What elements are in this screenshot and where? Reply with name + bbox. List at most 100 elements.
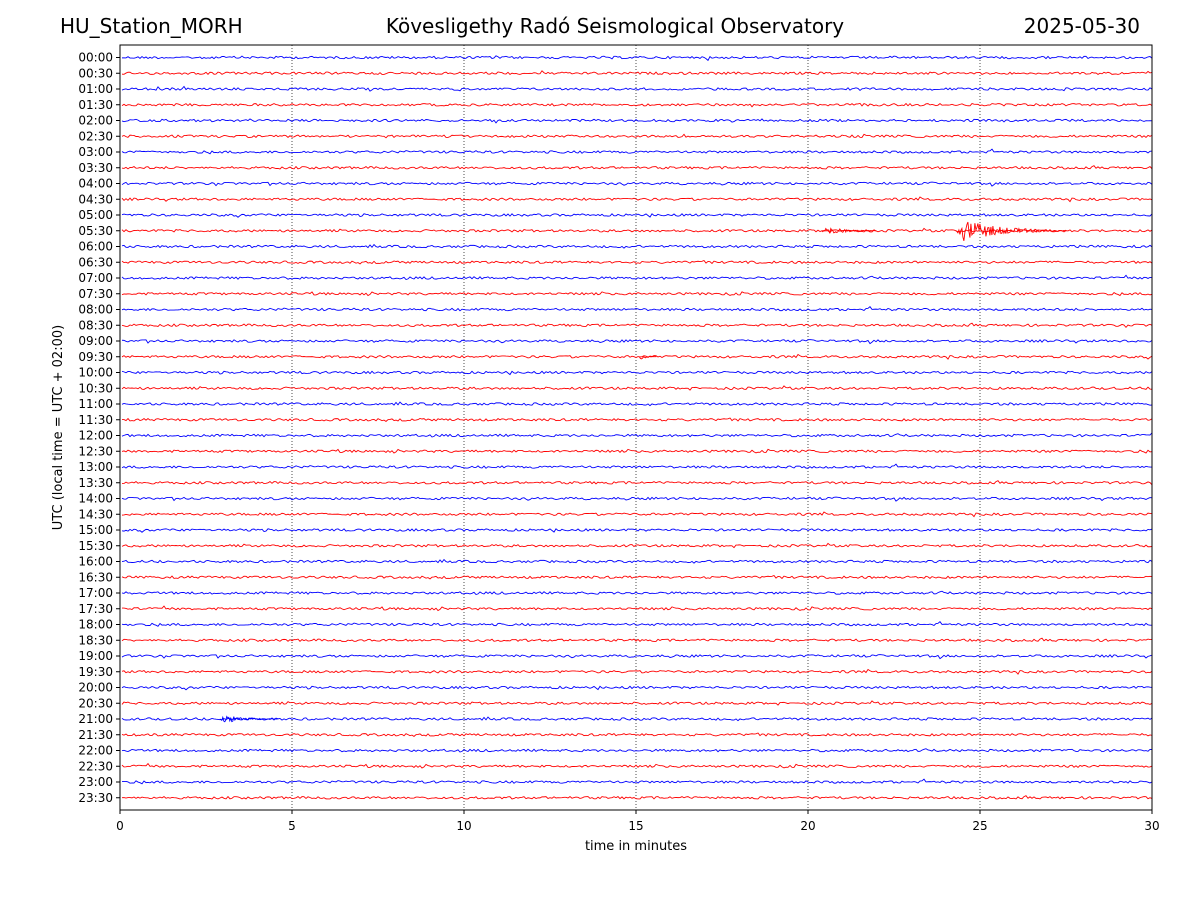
y-tick-label: 00:00 (78, 51, 113, 65)
y-tick-label: 01:00 (78, 82, 113, 96)
y-tick-label: 10:00 (78, 366, 113, 380)
y-tick-label: 07:30 (78, 287, 113, 301)
trace-1000 (121, 370, 1153, 376)
trace-1730 (121, 605, 1153, 612)
y-tick-label: 01:30 (78, 98, 113, 112)
y-tick-label: 11:00 (78, 397, 113, 411)
station-name: HU_Station_MORH (60, 14, 243, 38)
trace-1100 (121, 401, 1153, 407)
plot-frame (119, 44, 1153, 811)
trace-1330 (121, 480, 1153, 486)
trace-0330 (121, 165, 1153, 170)
y-tick-label: 10:30 (78, 381, 113, 395)
y-tick-label: 12:30 (78, 444, 113, 458)
y-tick-label: 06:30 (78, 255, 113, 269)
trace-1400 (121, 496, 1153, 502)
y-tick-label: 00:30 (78, 66, 113, 80)
trace-0530 (121, 227, 1153, 234)
trace-0930 (121, 353, 1153, 360)
y-tick-label: 02:30 (78, 129, 113, 143)
trace-0200 (121, 118, 1153, 124)
trace-1630 (121, 574, 1153, 580)
y-tick-label: 19:00 (78, 649, 113, 663)
y-tick-label: 09:30 (78, 350, 113, 364)
trace-1530 (121, 542, 1153, 549)
y-tick-label: 19:30 (78, 665, 113, 679)
trace-2100 (121, 716, 1153, 722)
trace-1600 (121, 558, 1153, 564)
trace-2300 (121, 778, 1153, 785)
trace-2130 (121, 732, 1153, 737)
trace-0900 (121, 339, 1153, 345)
trace-0830 (121, 322, 1153, 329)
y-tick-label: 23:30 (78, 791, 113, 805)
trace-2230 (121, 762, 1153, 769)
trace-0700 (121, 274, 1153, 281)
trace-1700 (121, 590, 1153, 596)
trace-0130 (121, 102, 1153, 108)
x-tick-label: 0 (116, 819, 124, 833)
y-tick-label: 11:30 (78, 413, 113, 427)
y-tick-label: 18:30 (78, 633, 113, 647)
chart-title: Kövesligethy Radó Seismological Observat… (385, 14, 845, 38)
y-tick-label: 08:30 (78, 318, 113, 332)
trace-1930 (121, 668, 1153, 675)
y-tick-label: 16:30 (78, 570, 113, 584)
trace-2330 (121, 795, 1153, 800)
event-0930-0 (639, 355, 657, 360)
trace-0800 (121, 306, 1153, 312)
trace-1200 (121, 432, 1153, 438)
trace-0630 (121, 259, 1153, 265)
y-tick-label: 02:00 (78, 114, 113, 128)
grid-layer (291, 45, 981, 810)
y-tick-label: 14:30 (78, 507, 113, 521)
x-tick-label: 5 (288, 819, 296, 833)
trace-1900 (121, 654, 1153, 660)
trace-2030 (121, 700, 1153, 706)
y-tick-label: 17:00 (78, 586, 113, 600)
x-tick-label: 30 (1144, 819, 1159, 833)
y-tick-label: 05:30 (78, 224, 113, 238)
y-tick-label: 03:30 (78, 161, 113, 175)
y-tick-label: 12:00 (78, 429, 113, 443)
trace-0600 (121, 243, 1153, 249)
y-tick-label: 20:00 (78, 681, 113, 695)
trace-1430 (121, 511, 1153, 518)
y-tick-label: 18:00 (78, 618, 113, 632)
trace-0230 (121, 133, 1153, 139)
y-tick-label: 23:00 (78, 775, 113, 789)
trace-1830 (121, 637, 1153, 643)
trace-0000 (121, 55, 1153, 62)
trace-2200 (121, 748, 1153, 753)
y-tick-label: 09:00 (78, 334, 113, 348)
y-tick-label: 03:00 (78, 145, 113, 159)
y-tick-label: 15:30 (78, 539, 113, 553)
trace-0430 (121, 196, 1153, 203)
trace-0100 (121, 85, 1153, 92)
y-tick-label: 06:00 (78, 240, 113, 254)
trace-2000 (121, 685, 1153, 691)
y-tick-label: 20:30 (78, 696, 113, 710)
y-tick-label: 13:30 (78, 476, 113, 490)
trace-1130 (121, 417, 1153, 422)
trace-0500 (121, 213, 1153, 218)
y-tick-label: 08:00 (78, 303, 113, 317)
y-tick-label: 04:30 (78, 192, 113, 206)
y-tick-label: 05:00 (78, 208, 113, 222)
y-tick-label: 13:00 (78, 460, 113, 474)
y-tick-label: 21:00 (78, 712, 113, 726)
x-tick-label: 10 (456, 819, 471, 833)
chart-date: 2025-05-30 (1023, 14, 1140, 38)
event-0530-0 (821, 227, 877, 234)
y-tick-label: 22:30 (78, 759, 113, 773)
x-tick-label: 15 (628, 819, 643, 833)
x-tick-label: 25 (972, 819, 987, 833)
event-0530-1 (955, 221, 1067, 241)
trace-0730 (121, 291, 1153, 297)
trace-0400 (121, 181, 1153, 187)
y-tick-label: 14:00 (78, 492, 113, 506)
trace-0030 (121, 70, 1153, 76)
trace-1300 (121, 463, 1153, 469)
